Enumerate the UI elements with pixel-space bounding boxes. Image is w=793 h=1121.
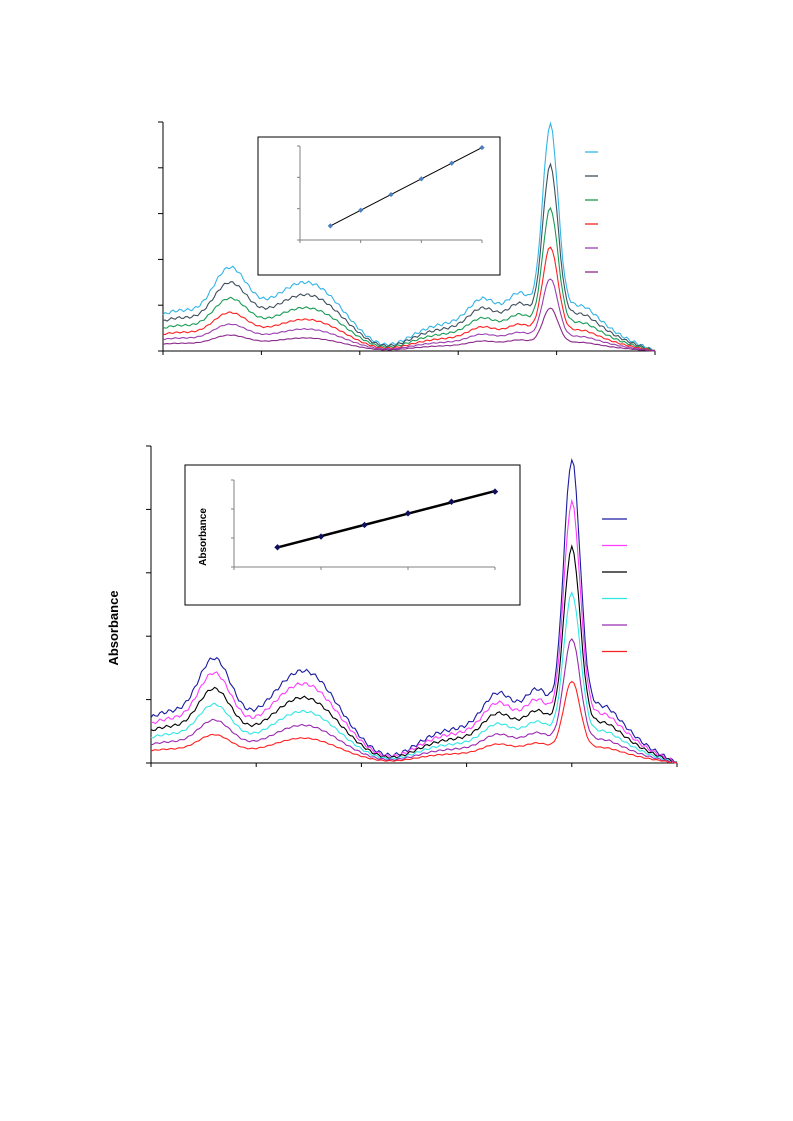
chart1-ticks	[158, 121, 656, 355]
inset-fit-line	[330, 147, 483, 227]
chart1-inset-frame	[257, 136, 501, 276]
series-line-1	[162, 121, 655, 352]
inset-fit-line	[277, 489, 496, 549]
spectrum-chart-1	[158, 121, 656, 355]
chart2-series-group	[150, 457, 678, 764]
series-line-3	[162, 206, 656, 352]
series-line-4	[150, 591, 678, 764]
chart2-legend	[602, 518, 627, 653]
chart2-ticks	[146, 445, 678, 767]
inset-data-point	[418, 176, 424, 182]
inset-data-point	[404, 510, 412, 517]
chart2-inset-y-axis-label: Absorbance	[198, 508, 209, 566]
chart2-inset-frame	[184, 464, 521, 606]
chart1-inset-ticks	[297, 145, 483, 243]
chart1-series-group	[162, 121, 656, 352]
inset-data-point	[491, 488, 499, 495]
series-line-2	[150, 498, 678, 764]
chart1-inset-marks	[327, 144, 485, 229]
inset-data-point	[449, 160, 455, 166]
inset-data-point	[388, 191, 394, 198]
series-line-3	[150, 544, 678, 764]
chart2-y-axis-label: Absorbance	[106, 590, 121, 665]
inset-data-point	[361, 521, 368, 529]
series-line-6	[162, 307, 656, 352]
inset-data-point	[274, 544, 281, 551]
inset-data-point	[358, 207, 364, 213]
chart2-inset-ticks	[231, 479, 496, 570]
series-line-5	[162, 278, 656, 352]
chart1-legend	[585, 151, 598, 273]
series-line-1	[150, 457, 677, 764]
chart1-axes	[162, 122, 655, 352]
series-line-6	[150, 680, 678, 764]
chart1-inset	[257, 136, 501, 276]
series-line-5	[150, 637, 678, 764]
chart2-inset-marks	[274, 488, 499, 551]
series-line-2	[162, 162, 656, 352]
inset-data-point	[448, 498, 455, 505]
inset-data-point	[327, 223, 333, 229]
chart2-axes	[150, 446, 677, 764]
chart2-inset: Absorbance	[184, 464, 521, 606]
series-line-4	[162, 246, 656, 352]
inset-data-point	[317, 533, 325, 540]
spectrum-chart-2: Absorbance Absorbance	[106, 445, 678, 767]
inset-data-point	[479, 144, 485, 151]
